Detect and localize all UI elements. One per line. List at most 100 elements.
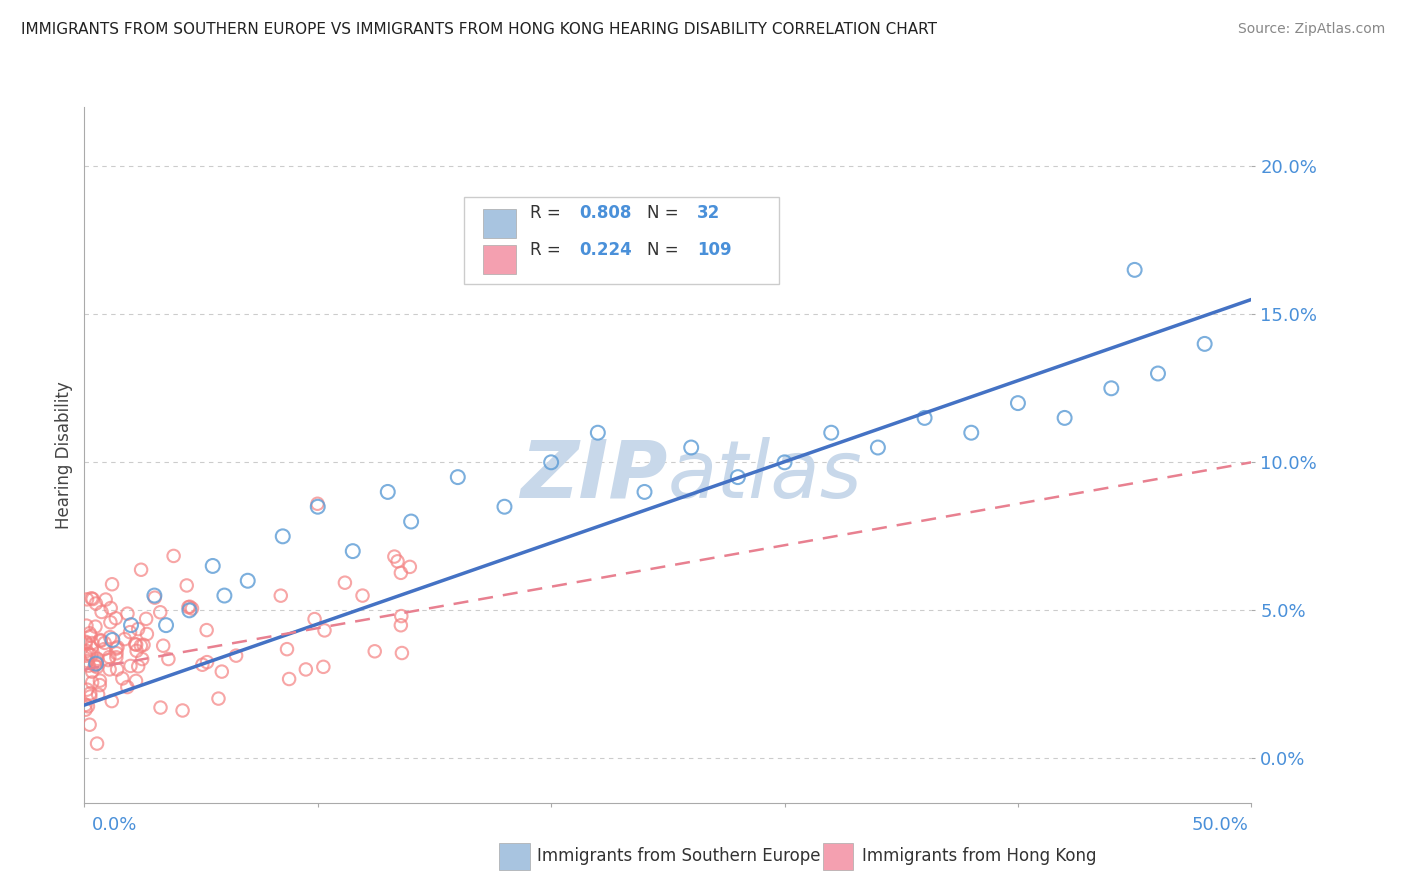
Point xyxy=(276,642,298,657)
Bar xyxy=(484,244,516,274)
Point xyxy=(98,650,121,665)
Text: Source: ZipAtlas.com: Source: ZipAtlas.com xyxy=(1237,22,1385,37)
Point xyxy=(125,644,148,658)
Point xyxy=(76,592,98,607)
Point xyxy=(681,441,703,455)
Point xyxy=(135,627,157,641)
Point xyxy=(82,665,104,679)
Text: 109: 109 xyxy=(697,241,731,259)
Point xyxy=(77,699,100,714)
Point xyxy=(225,648,247,663)
Point xyxy=(1099,381,1122,395)
Point xyxy=(195,623,218,637)
Text: 32: 32 xyxy=(697,204,720,222)
Point xyxy=(127,622,149,636)
Point xyxy=(155,618,177,632)
Point xyxy=(304,612,326,626)
Point xyxy=(75,698,97,712)
Point xyxy=(79,626,101,640)
Point xyxy=(177,600,200,615)
Text: atlas: atlas xyxy=(668,437,863,515)
Point xyxy=(100,694,122,708)
Text: R =: R = xyxy=(530,204,567,222)
Point xyxy=(447,470,470,484)
Point xyxy=(77,658,100,673)
Point xyxy=(80,648,103,662)
Point xyxy=(143,589,166,603)
Point xyxy=(84,620,107,634)
Point xyxy=(125,673,148,688)
Point xyxy=(389,566,412,580)
Point xyxy=(100,601,122,615)
Point xyxy=(76,682,98,697)
Point xyxy=(86,657,108,671)
Point xyxy=(278,672,301,686)
Point xyxy=(333,575,356,590)
Point xyxy=(77,647,100,661)
Point xyxy=(307,497,329,511)
Point xyxy=(271,529,294,543)
Point xyxy=(149,605,172,619)
Point xyxy=(129,639,152,653)
Point xyxy=(87,688,110,702)
Point xyxy=(86,652,108,666)
Point xyxy=(866,441,889,455)
Point xyxy=(389,618,412,632)
Point xyxy=(124,637,146,651)
Text: 50.0%: 50.0% xyxy=(1192,816,1249,834)
Point xyxy=(377,484,399,499)
Point xyxy=(80,629,103,643)
Point xyxy=(195,655,218,669)
Point xyxy=(1007,396,1029,410)
Point xyxy=(307,500,329,514)
Text: Immigrants from Hong Kong: Immigrants from Hong Kong xyxy=(862,847,1097,865)
Point xyxy=(89,673,111,688)
Point xyxy=(295,662,318,676)
Point xyxy=(79,717,101,731)
Point xyxy=(104,611,127,625)
Point xyxy=(391,646,413,660)
Point xyxy=(93,642,115,657)
Point xyxy=(111,672,134,686)
Point xyxy=(105,641,128,656)
Text: IMMIGRANTS FROM SOUTHERN EUROPE VS IMMIGRANTS FROM HONG KONG HEARING DISABILITY : IMMIGRANTS FROM SOUTHERN EUROPE VS IMMIG… xyxy=(21,22,936,37)
Point xyxy=(117,607,139,621)
Point xyxy=(201,558,224,573)
Point xyxy=(352,589,374,603)
Text: N =: N = xyxy=(647,241,683,259)
Point xyxy=(107,640,129,655)
Text: 0.224: 0.224 xyxy=(579,241,631,259)
Point xyxy=(105,650,128,665)
Point xyxy=(86,660,108,674)
Point xyxy=(207,691,229,706)
Point xyxy=(914,411,936,425)
Point xyxy=(105,662,128,676)
Point xyxy=(98,662,121,676)
Point xyxy=(89,678,111,692)
Point xyxy=(132,638,155,652)
Point xyxy=(101,632,124,647)
Text: 0.808: 0.808 xyxy=(579,204,631,222)
Point xyxy=(97,653,120,667)
Point xyxy=(387,554,409,568)
Point xyxy=(79,686,101,700)
Point xyxy=(117,680,139,694)
Point xyxy=(80,591,103,606)
Point xyxy=(76,644,98,658)
Point xyxy=(82,675,104,690)
Point xyxy=(79,690,101,704)
Point xyxy=(364,644,387,658)
Point xyxy=(960,425,983,440)
Point xyxy=(114,632,136,647)
Point xyxy=(540,455,562,469)
Point xyxy=(214,589,236,603)
Point xyxy=(191,657,214,672)
Point xyxy=(90,605,112,619)
Point xyxy=(86,654,108,668)
Point xyxy=(389,609,412,624)
Y-axis label: Hearing Disability: Hearing Disability xyxy=(55,381,73,529)
Text: R =: R = xyxy=(530,241,567,259)
Point xyxy=(86,737,108,751)
Point xyxy=(75,648,97,663)
Point xyxy=(172,704,194,718)
